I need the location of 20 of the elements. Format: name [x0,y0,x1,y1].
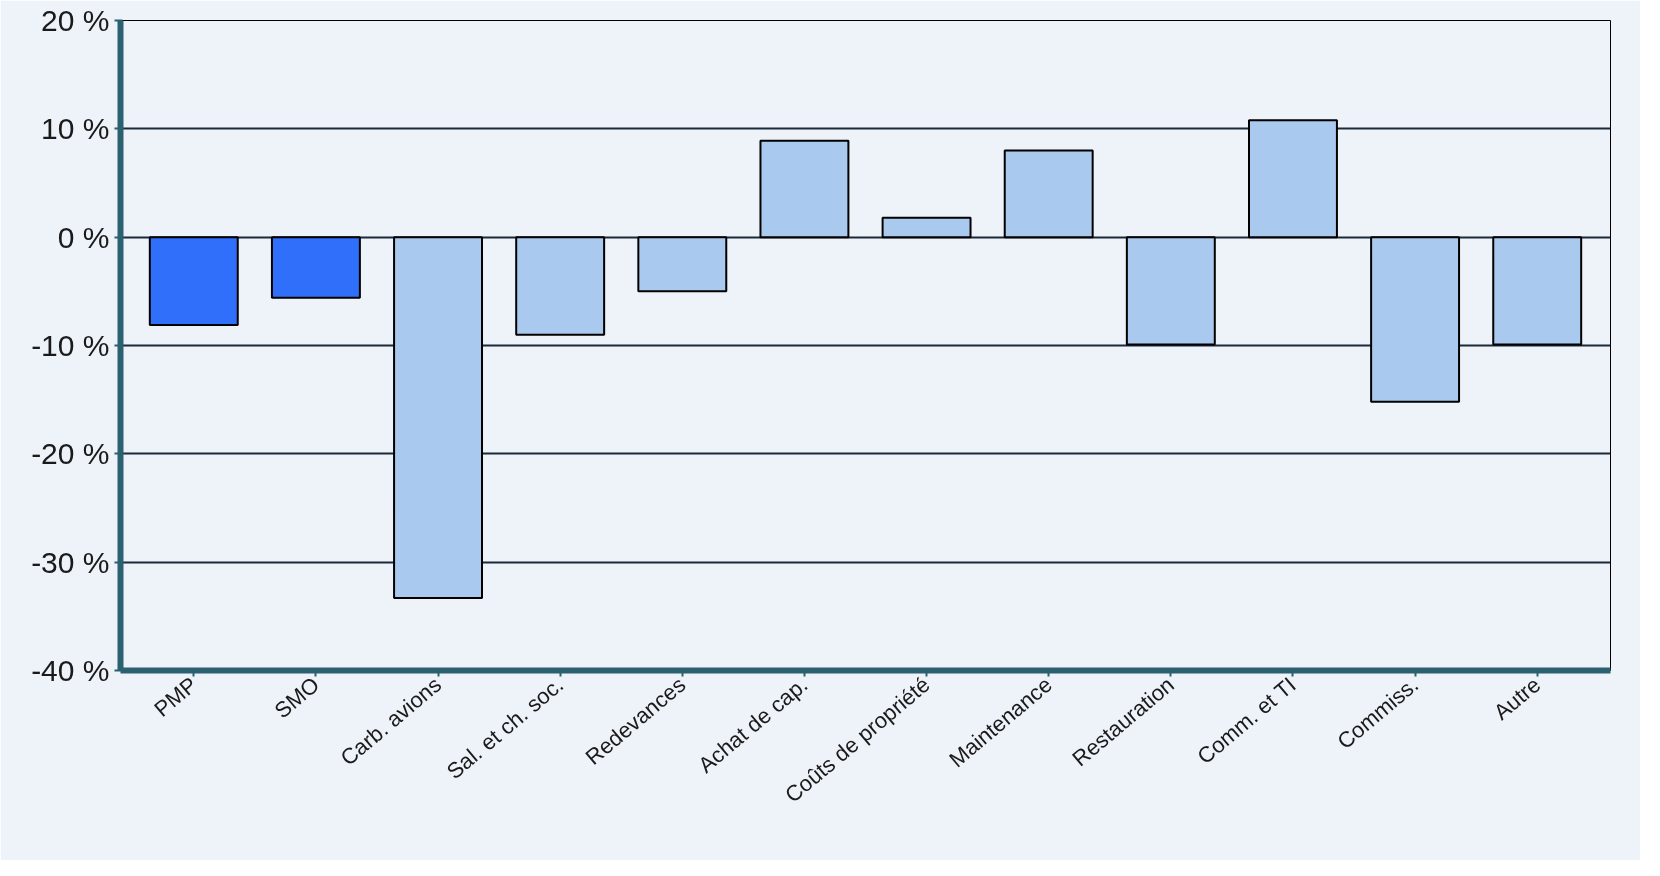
y-tick-label: 10 % [41,112,110,146]
bar [515,236,606,336]
y-tick-label: -40 % [31,654,110,687]
y-tick-label: -20 % [31,437,110,471]
bar [393,236,484,599]
bar [881,216,972,239]
x-tick-label: Sal. et ch. soc. [441,671,569,785]
y-tick-label: -30 % [31,545,110,579]
bar [1492,236,1583,346]
bar [1003,149,1094,239]
bar [1247,119,1338,239]
bar [637,236,728,293]
y-tick-label: 0 % [57,220,110,254]
y-tick-label: 20 % [41,4,110,37]
bar [1125,236,1216,346]
bar [1370,236,1461,403]
y-tick-label: -10 % [31,329,110,362]
bar [759,139,850,239]
bar [148,236,239,326]
bar [270,236,361,299]
